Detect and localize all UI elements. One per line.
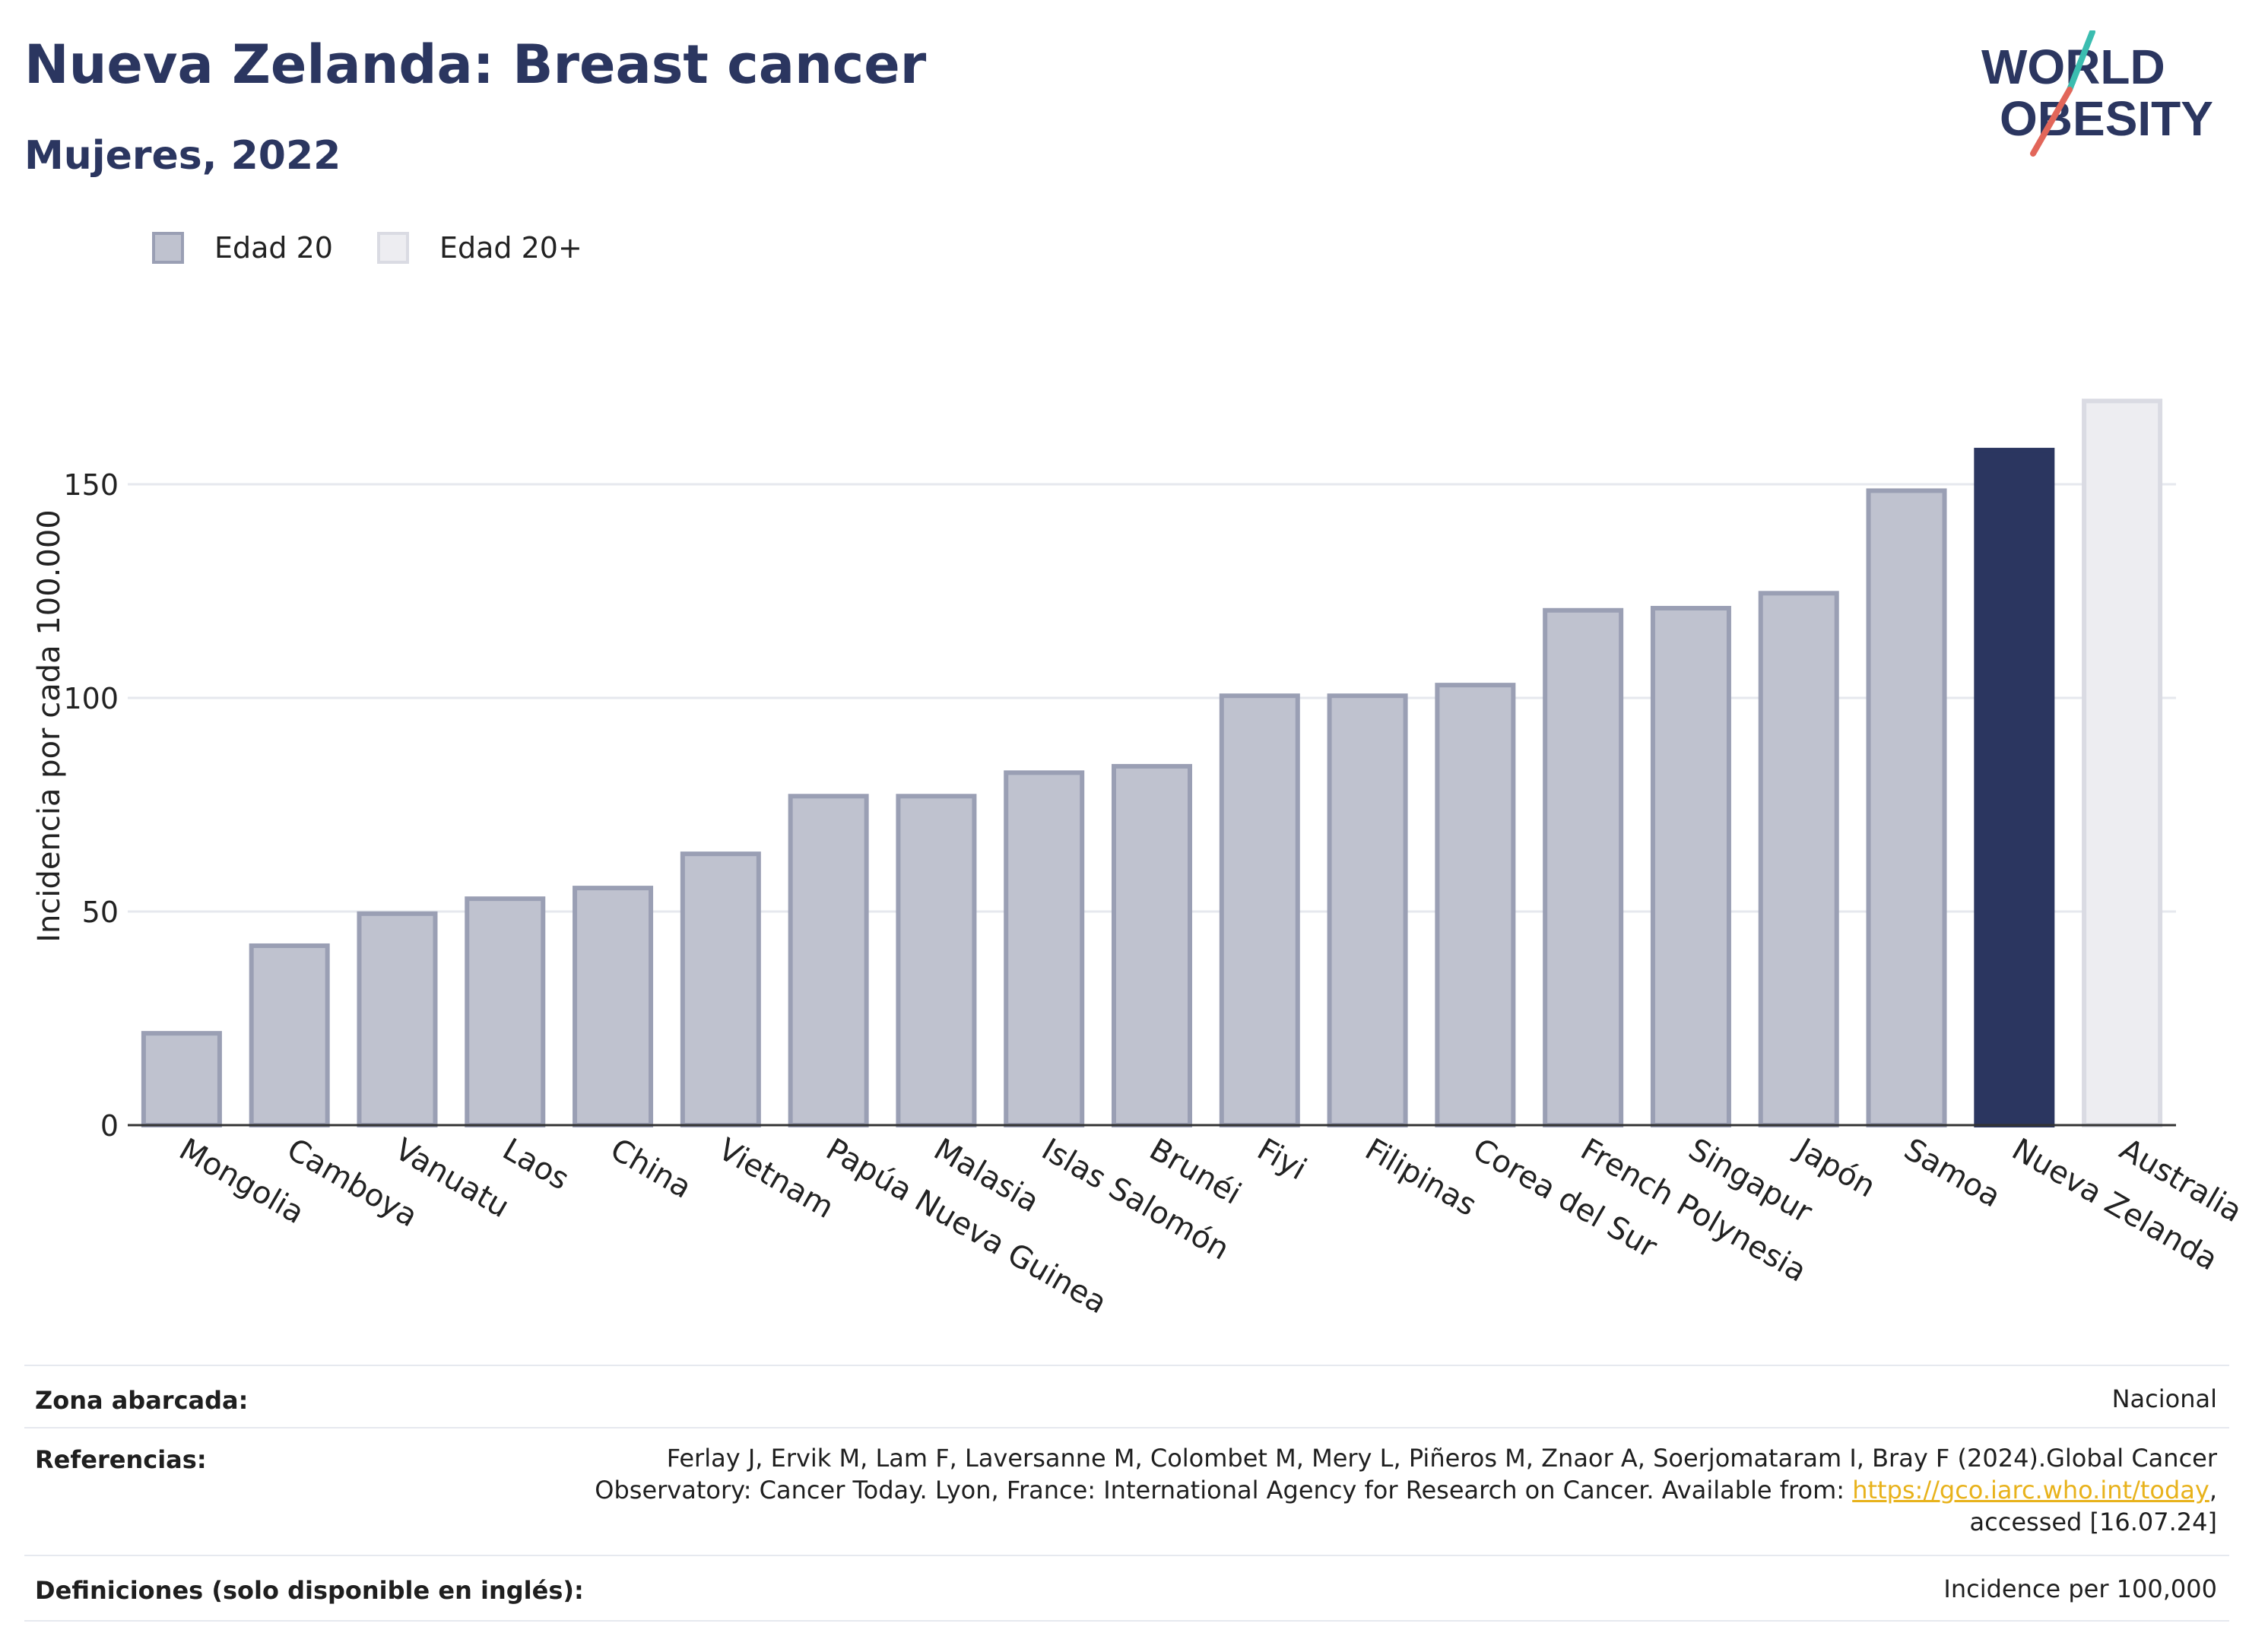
reference-line-1: Ferlay J, Ervik M, Lam F, Laversanne M, … [666, 1444, 2217, 1473]
bar-brunéi[interactable] [1112, 763, 1192, 1127]
x-tick-label: Laos [496, 1132, 575, 1197]
x-tick-label: Filipinas [1359, 1132, 1483, 1223]
bar-layer [141, 398, 2163, 1128]
bar-malasia[interactable] [896, 794, 977, 1127]
bar-laos[interactable] [465, 896, 546, 1127]
world-obesity-logo: WORLD OBESITY [1981, 30, 2213, 157]
logo-slash-teal [2067, 30, 2095, 93]
bar-australia[interactable] [2082, 398, 2163, 1127]
x-tick-label: Vietnam [712, 1132, 839, 1226]
reference-link[interactable]: https://gco.iarc.who.int/today [1852, 1476, 2209, 1505]
y-axis-label: Incidencia por cada 100.000 [32, 509, 67, 943]
footer-label-zona: Zona abarcada: [35, 1386, 249, 1415]
bar-vietnam[interactable] [680, 851, 761, 1127]
footer-row-referencias: Referencias: Ferlay J, Ervik M, Lam F, L… [24, 1427, 2229, 1556]
page-title: Nueva Zelanda: Breast cancer [24, 33, 927, 96]
logo-slash-red [2030, 87, 2073, 157]
legend-label-edad-20-plus: Edad 20+ [439, 231, 582, 265]
legend-swatch-edad-20 [152, 232, 184, 264]
reference-line-3: accessed [16.07.24] [1969, 1508, 2217, 1536]
footer-row-zona: Zona abarcada: Nacional [24, 1365, 2229, 1428]
y-tick-label: 50 [82, 896, 119, 929]
bar-french-polynesia[interactable] [1543, 607, 1624, 1127]
bar-islas-salomón[interactable] [1004, 770, 1085, 1127]
bar-samoa[interactable] [1866, 488, 1947, 1127]
x-tick-label: China [604, 1132, 697, 1206]
bar-corea-del-sur[interactable] [1435, 683, 1516, 1127]
legend-item-edad-20-plus[interactable]: Edad 20+ [376, 231, 582, 265]
footer-label-definiciones: Definiciones (solo disponible en inglés)… [35, 1576, 584, 1605]
bar-japón[interactable] [1758, 591, 1839, 1127]
x-tick-label: Fiyi [1251, 1132, 1312, 1187]
page-subtitle: Mujeres, 2022 [24, 133, 341, 179]
footer-label-referencias: Referencias: [35, 1445, 207, 1474]
y-tick-label: 100 [63, 682, 119, 715]
bar-papúa-nueva-guinea[interactable] [788, 794, 869, 1127]
footer-row-definiciones: Definiciones (solo disponible en inglés)… [24, 1555, 2229, 1622]
bar-china[interactable] [573, 886, 654, 1127]
legend-swatch-edad-20-plus [376, 232, 409, 264]
footer-value-definiciones: Incidence per 100,000 [1943, 1574, 2217, 1603]
footer-value-zona: Nacional [2111, 1384, 2217, 1413]
bar-vanuatu[interactable] [357, 911, 438, 1128]
bar-nueva-zelanda[interactable] [1974, 448, 2055, 1127]
bar-filipinas[interactable] [1327, 693, 1408, 1127]
chart-legend: Edad 20 Edad 20+ [152, 227, 626, 269]
reference-line-2-text: Observatory: Cancer Today. Lyon, France:… [595, 1476, 1853, 1505]
x-tick-label: Corea del Sur [1467, 1132, 1663, 1266]
legend-item-edad-20[interactable]: Edad 20 [152, 231, 333, 265]
legend-label-edad-20: Edad 20 [214, 231, 333, 265]
reference-line-2: Observatory: Cancer Today. Lyon, France:… [595, 1474, 2217, 1506]
x-tick-label: Islas Salomón [1036, 1132, 1235, 1267]
y-tick-label: 150 [63, 468, 119, 502]
logo-text-obesity: OBESITY [2000, 91, 2213, 146]
bar-singapur[interactable] [1650, 605, 1731, 1127]
bar-mongolia[interactable] [141, 1031, 222, 1128]
bar-fiyi[interactable] [1219, 693, 1300, 1127]
x-tick-label: Samoa [1898, 1132, 2006, 1215]
footer-value-referencias: Ferlay J, Ervik M, Lam F, Laversanne M, … [595, 1442, 2217, 1538]
y-tick-label: 0 [100, 1109, 119, 1143]
reference-line-2-tail: , [2209, 1476, 2217, 1505]
bar-camboya[interactable] [249, 943, 330, 1127]
